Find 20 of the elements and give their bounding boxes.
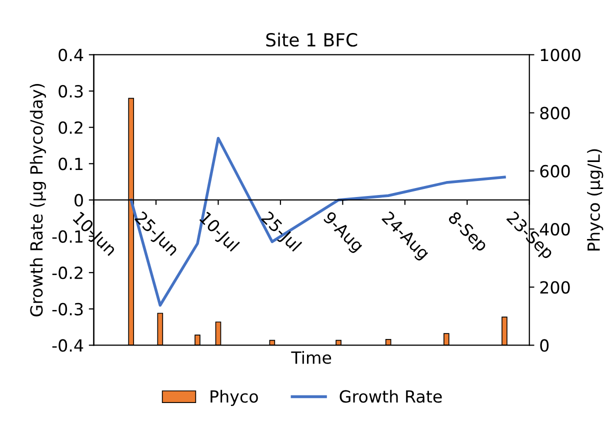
chart-title: Site 1 BFC [266,32,358,47]
y-tick-label: -0.2 [52,266,82,280]
y-tick-label: 0.4 [58,48,84,62]
y2-tick-label: 1000 [540,48,580,62]
y-tick-label: 0.1 [58,158,83,170]
y2-tick-label: 600 [540,164,570,178]
legend-label: Growth Rate [340,390,442,403]
y-axis-title: Growth Rate (µg Phyco/day) [30,84,46,316]
x-axis-title: Time [291,351,332,364]
y2-tick-label: 0 [540,339,549,352]
y2-axis-title: Phyco (µg/L) [587,149,604,250]
y-tick-label: 0 [74,194,83,207]
y2-tick-label: 200 [540,281,570,294]
y-tick-label: -0.4 [52,339,84,352]
line-series [130,136,506,307]
y2-tick-label: 800 [540,106,570,120]
legend-label: Phyco [210,390,258,406]
y-tick-label: 0.2 [58,121,82,134]
y-tick-label: 0.3 [58,85,83,98]
y-tick-label: -0.3 [52,302,83,316]
